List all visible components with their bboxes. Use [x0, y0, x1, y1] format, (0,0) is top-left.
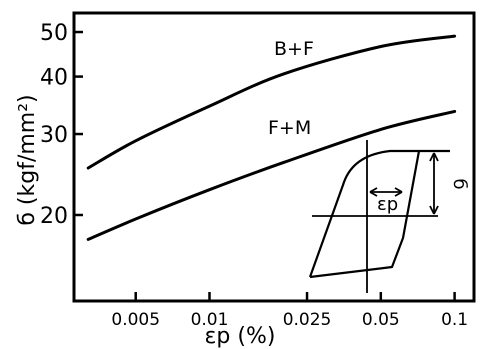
stress-arrow-heads: [429, 152, 439, 215]
x-tick-label: 0.05: [362, 310, 400, 330]
y-tick-label: 40: [40, 66, 68, 91]
data-series: [86, 34, 457, 241]
x-axis-ticks: 0.005 0.01 0.025 0.05 0.1: [111, 292, 468, 330]
stress-symbol: б: [449, 178, 470, 189]
strain-symbol: εp: [377, 194, 398, 215]
y-tick-label: 50: [40, 21, 68, 46]
series-line-fm: [86, 109, 457, 241]
y-axis-ticks: 20 30 40 50: [40, 21, 83, 229]
series-labels: B+F F+M: [268, 38, 314, 139]
y-tick-label: 30: [40, 123, 68, 148]
y-axis-title: б (kgf/mm²): [15, 94, 40, 225]
hysteresis-loop: [308, 149, 450, 279]
hysteresis-loop-inset: εp б: [308, 140, 470, 293]
series-label-bf: B+F: [274, 38, 314, 60]
y-tick-label: 20: [40, 204, 68, 229]
plot-area-frame: [72, 11, 476, 303]
x-tick-label: 0.01: [191, 310, 229, 330]
strain-arrow-heads: [369, 187, 403, 197]
series-label-fm: F+M: [268, 117, 311, 139]
series-line-bf: [86, 34, 457, 170]
x-tick-label: 0.025: [283, 310, 332, 330]
x-tick-label: 0.005: [111, 310, 160, 330]
x-axis-title: εp (%): [205, 324, 276, 349]
x-tick-label: 0.1: [441, 310, 468, 330]
